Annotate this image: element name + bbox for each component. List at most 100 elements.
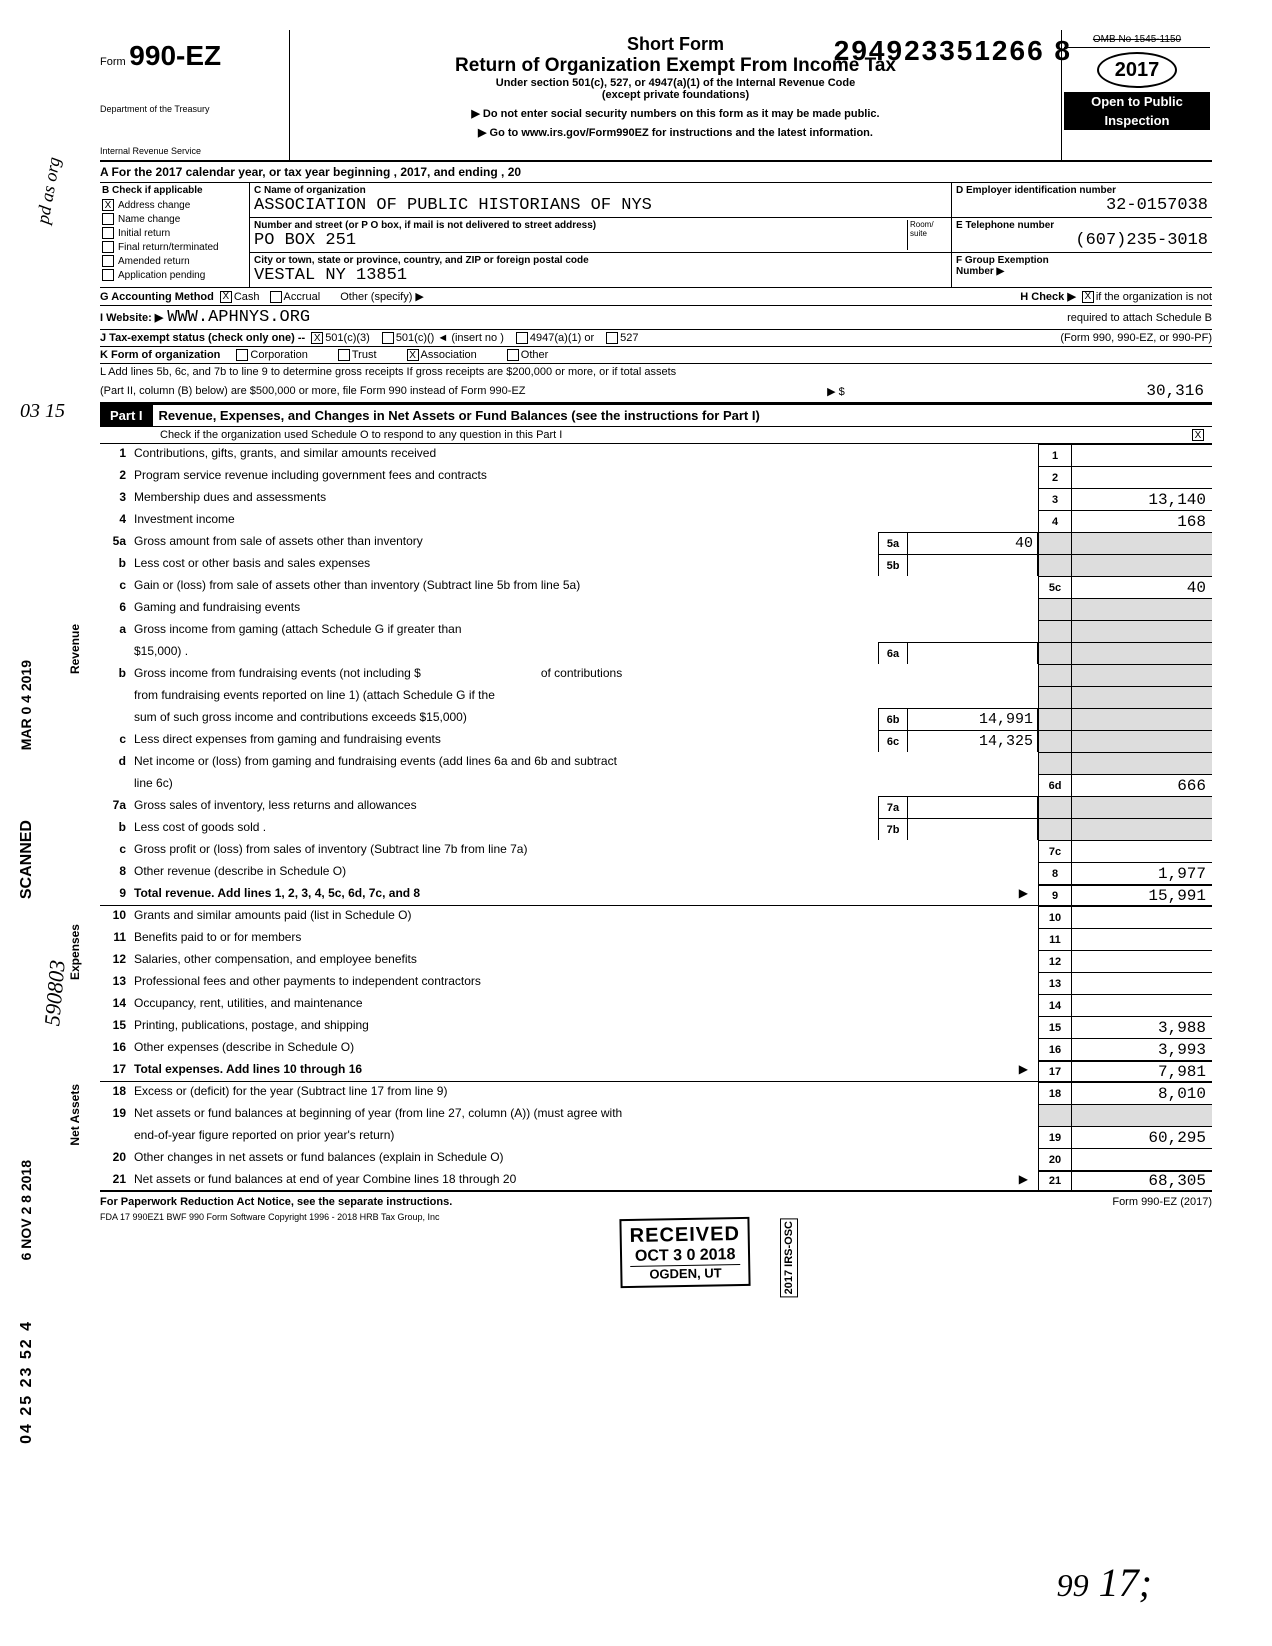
line-6a-2: $15,000) .6a — [100, 642, 1212, 664]
info-grid: B Check if applicable XAddress change Na… — [100, 183, 1212, 288]
f-label: F Group Exemption — [956, 255, 1208, 266]
line-8: 8Other revenue (describe in Schedule O)8… — [100, 862, 1212, 884]
chk-name-change[interactable]: Name change — [100, 212, 249, 226]
dept-irs: Internal Revenue Service — [100, 146, 281, 156]
line-15: 15Printing, publications, postage, and s… — [100, 1016, 1212, 1038]
gross-receipts-amt: 30,316 — [1146, 382, 1212, 400]
line-14: 14Occupancy, rent, utilities, and mainte… — [100, 994, 1212, 1016]
form-page: 294923351266 8 Form 990-EZ Department of… — [0, 0, 1272, 1256]
subtitle1: Under section 501(c), 527, or 4947(a)(1)… — [298, 77, 1053, 89]
phone-value: (607)235-3018 — [956, 231, 1208, 250]
line-17: 17Total expenses. Add lines 10 through 1… — [100, 1060, 1212, 1082]
line-7c: cGross profit or (loss) from sales of in… — [100, 840, 1212, 862]
row-l-line1: L Add lines 5b, 6c, and 7b to line 9 to … — [100, 364, 1212, 380]
line-1: 1Contributions, gifts, grants, and simil… — [100, 444, 1212, 466]
line-12: 12Salaries, other compensation, and empl… — [100, 950, 1212, 972]
f-label2: Number ▶ — [956, 266, 1208, 277]
margin-date-1: MAR 0 4 2019 — [18, 660, 34, 750]
chk-application-pending[interactable]: Application pending — [100, 268, 249, 282]
subtitle2: (except private foundations) — [298, 89, 1053, 101]
line-6c: cLess direct expenses from gaming and fu… — [100, 730, 1212, 752]
handwriting-03-15: 03 15 — [20, 400, 65, 423]
line-20: 20Other changes in net assets or fund ba… — [100, 1148, 1212, 1170]
form-number: 990-EZ — [129, 40, 221, 71]
chk-schedule-o[interactable]: X — [1192, 429, 1204, 441]
d-label: D Employer identification number — [956, 185, 1208, 196]
c-street-label: Number and street (or P O box, if mail i… — [254, 220, 907, 231]
c-city-block: City or town, state or province, country… — [250, 253, 951, 287]
f-group-block: F Group Exemption Number ▶ — [952, 253, 1212, 279]
header-left: Form 990-EZ Department of the Treasury I… — [100, 30, 290, 160]
org-street: PO BOX 251 — [254, 231, 907, 250]
org-name: ASSOCIATION OF PUBLIC HISTORIANS OF NYS — [254, 196, 947, 215]
line-10: 10Grants and similar amounts paid (list … — [100, 906, 1212, 928]
line-5c: cGain or (loss) from sale of assets othe… — [100, 576, 1212, 598]
line-11: 11Benefits paid to or for members11 — [100, 928, 1212, 950]
row-g-accounting: G Accounting Method XCash Accrual Other … — [100, 288, 1212, 306]
line-6: 6Gaming and fundraising events — [100, 598, 1212, 620]
margin-date-2: 6 NOV 2 8 2018 — [18, 1160, 34, 1260]
dept-treasury: Department of the Treasury — [100, 104, 281, 114]
irs-osc-stamp: 2017 IRS-OSC — [780, 1218, 798, 1297]
chk-initial-return[interactable]: Initial return — [100, 226, 249, 240]
handwriting-bottom: 99 17; — [1057, 1559, 1152, 1606]
line-18: 18Excess or (deficit) for the year (Subt… — [100, 1082, 1212, 1104]
line-21: 21Net assets or fund balances at end of … — [100, 1170, 1212, 1192]
line-6b-2: from fundraising events reported on line… — [100, 686, 1212, 708]
c-name-block: C Name of organization ASSOCIATION OF PU… — [250, 183, 951, 218]
form-word: Form — [100, 56, 126, 68]
lines-container: Revenue Expenses Net Assets 1Contributio… — [100, 444, 1212, 1192]
part-i-label: Part I — [100, 405, 153, 426]
line-6b-1: bGross income from fundraising events (n… — [100, 664, 1212, 686]
received-stamp: RECEIVED OCT 3 0 2018 OGDEN, UT — [619, 1217, 750, 1288]
line-6b-3: sum of such gross income and contributio… — [100, 708, 1212, 730]
chk-501c[interactable] — [382, 332, 394, 344]
footer-left: For Paperwork Reduction Act Notice, see … — [100, 1196, 452, 1208]
chk-final-return[interactable]: Final return/terminated — [100, 240, 249, 254]
line-9: 9Total revenue. Add lines 1, 2, 3, 4, 5c… — [100, 884, 1212, 906]
d-ein-block: D Employer identification number 32-0157… — [952, 183, 1212, 218]
c-city-label: City or town, state or province, country… — [254, 255, 947, 266]
side-net-assets: Net Assets — [68, 1084, 82, 1146]
scanned-stamp: SCANNED — [18, 820, 36, 899]
line-13: 13Professional fees and other payments t… — [100, 972, 1212, 994]
chk-association[interactable]: X — [407, 349, 419, 361]
row-a-calendar-year: A For the 2017 calendar year, or tax yea… — [100, 162, 1212, 183]
part-i-sub: Check if the organization used Schedule … — [100, 427, 1212, 444]
line-6a-1: aGross income from gaming (attach Schedu… — [100, 620, 1212, 642]
side-expenses: Expenses — [68, 924, 82, 980]
top-document-number: 294923351266 8 — [834, 35, 1072, 67]
line-3: 3Membership dues and assessments313,140 — [100, 488, 1212, 510]
row-j-tax-exempt: J Tax-exempt status (check only one) -- … — [100, 330, 1212, 347]
chk-4947[interactable] — [516, 332, 528, 344]
chk-527[interactable] — [606, 332, 618, 344]
chk-accrual[interactable] — [270, 291, 282, 303]
line-16: 16Other expenses (describe in Schedule O… — [100, 1038, 1212, 1060]
chk-trust[interactable] — [338, 349, 350, 361]
chk-cash[interactable]: X — [220, 291, 232, 303]
chk-h-schedule-b[interactable]: X — [1082, 291, 1094, 303]
line-7a: 7aGross sales of inventory, less returns… — [100, 796, 1212, 818]
chk-corporation[interactable] — [236, 349, 248, 361]
chk-501c3[interactable]: X — [311, 332, 323, 344]
e-label: E Telephone number — [956, 220, 1208, 231]
margin-number: 04 25 23 52 4 — [18, 1320, 36, 1444]
chk-amended-return[interactable]: Amended return — [100, 254, 249, 268]
header-right: OMB No 1545-1150 2017 Open to Public Ins… — [1062, 30, 1212, 160]
tax-year: 2017 — [1097, 52, 1177, 88]
website-value: WWW.APHNYS.ORG — [167, 308, 310, 327]
footer-right: Form 990-EZ (2017) — [1112, 1196, 1212, 1208]
col-b-checkboxes: B Check if applicable XAddress change Na… — [100, 183, 250, 287]
side-revenue: Revenue — [68, 624, 82, 674]
col-c: C Name of organization ASSOCIATION OF PU… — [250, 183, 952, 287]
instr-ssn: ▶ Do not enter social security numbers o… — [298, 107, 1053, 120]
chk-address-change[interactable]: XAddress change — [100, 198, 249, 212]
line-5a: 5aGross amount from sale of assets other… — [100, 532, 1212, 554]
instr-web: ▶ Go to www.irs.gov/Form990EZ for instru… — [298, 126, 1053, 139]
chk-other-org[interactable] — [507, 349, 519, 361]
row-l-line2: (Part II, column (B) below) are $500,000… — [100, 380, 1212, 404]
omb-number: OMB No 1545-1150 — [1064, 34, 1210, 48]
line-2: 2Program service revenue including gover… — [100, 466, 1212, 488]
ein-value: 32-0157038 — [956, 196, 1208, 215]
line-4: 4Investment income4168 — [100, 510, 1212, 532]
